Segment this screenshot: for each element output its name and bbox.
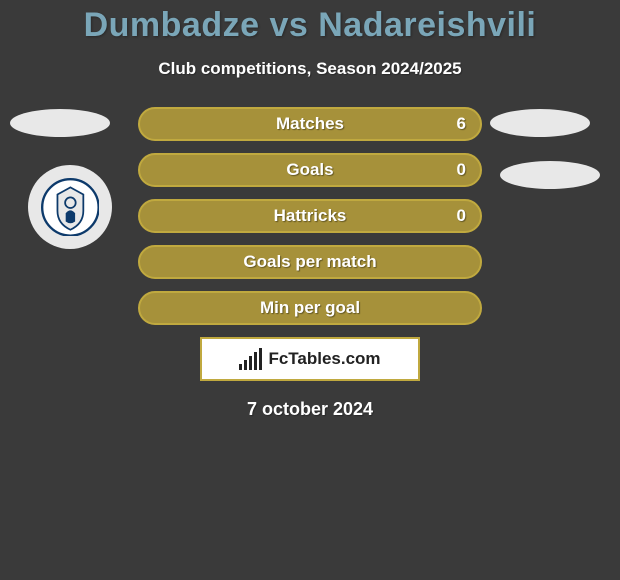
club-badge xyxy=(28,165,112,249)
stat-pill-list: Matches 6 Goals 0 Hattricks 0 Goals per match M… xyxy=(138,107,482,325)
stat-pill-hattricks: Hattricks 0 xyxy=(138,199,482,233)
stat-label: Matches xyxy=(276,114,344,134)
comparison-card: Dumbadze vs Nadareishvili Club competiti… xyxy=(0,0,620,420)
player-ellipse-right-1 xyxy=(490,109,590,137)
club-crest-icon xyxy=(41,178,100,237)
stat-pill-min_per_goal: Min per goal xyxy=(138,291,482,325)
stat-pill-matches: Matches 6 xyxy=(138,107,482,141)
page-subtitle: Club competitions, Season 2024/2025 xyxy=(0,59,620,79)
brand-bars-icon xyxy=(239,348,262,370)
stat-value-right: 6 xyxy=(457,114,466,134)
player-ellipse-right-2 xyxy=(500,161,600,189)
stat-value-right: 0 xyxy=(457,206,466,226)
snapshot-date: 7 october 2024 xyxy=(0,399,620,420)
player-ellipse-left xyxy=(10,109,110,137)
stat-label: Goals per match xyxy=(243,252,376,272)
stat-label: Min per goal xyxy=(260,298,360,318)
stats-stage: Matches 6 Goals 0 Hattricks 0 Goals per match M… xyxy=(0,107,620,325)
page-title: Dumbadze vs Nadareishvili xyxy=(0,6,620,45)
stat-pill-goals: Goals 0 xyxy=(138,153,482,187)
stat-label: Hattricks xyxy=(274,206,347,226)
brand-box[interactable]: FcTables.com xyxy=(200,337,420,381)
stat-label: Goals xyxy=(286,160,333,180)
stat-pill-goals_per_match: Goals per match xyxy=(138,245,482,279)
stat-value-right: 0 xyxy=(457,160,466,180)
brand-text: FcTables.com xyxy=(268,349,380,369)
